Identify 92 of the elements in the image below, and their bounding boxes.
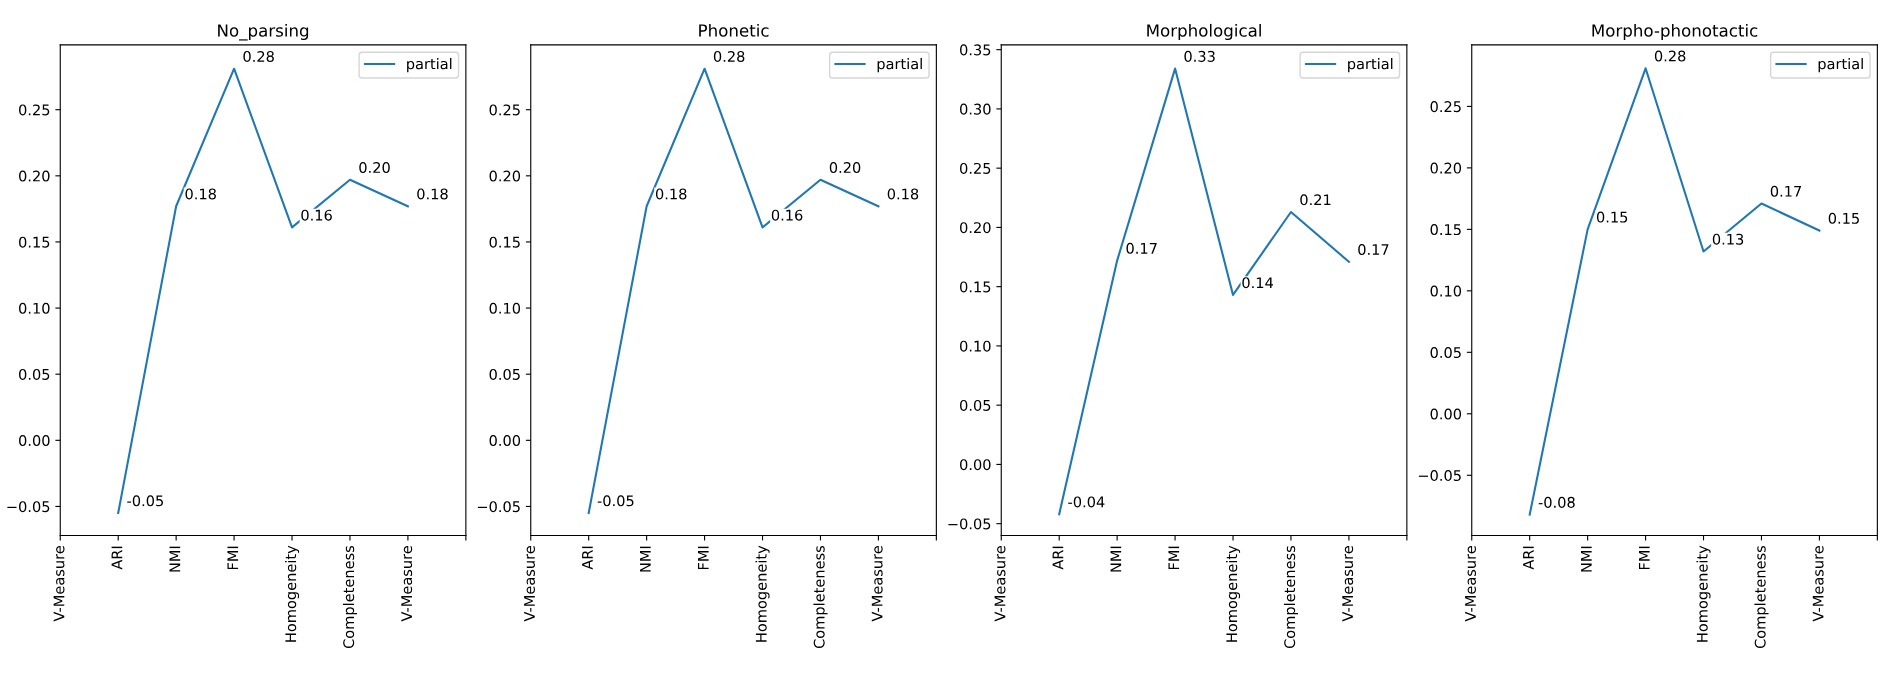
y-tick-label: 0.30	[960, 103, 991, 115]
y-tick-label: 0.05	[1430, 347, 1461, 359]
data-label: 0.28	[243, 50, 274, 62]
x-tick-label: NMI	[1110, 546, 1122, 572]
y-tick-label: 0.10	[19, 302, 50, 314]
chart-title: Phonetic	[699, 23, 769, 37]
x-tick-label: NMI	[169, 546, 181, 572]
y-tick-label: 0.35	[960, 44, 991, 56]
y-tick-label: 0.00	[960, 459, 991, 471]
y-tick-label: 0.25	[1430, 101, 1461, 113]
y-tick-label: 0.00	[19, 435, 50, 447]
data-label: 0.13	[1712, 233, 1744, 245]
y-tick-label: 0.25	[19, 104, 50, 116]
y-tick-label: 0.15	[1430, 224, 1461, 236]
y-tick-label: −0.05	[948, 518, 991, 530]
y-tick-label: 0.20	[1430, 162, 1462, 174]
data-label: -0.05	[127, 495, 163, 507]
y-tick-label: 0.20	[489, 170, 521, 182]
chart-title: Morphological	[1147, 23, 1261, 41]
x-tick-label: Completeness	[342, 545, 358, 649]
y-tick-label: 0.10	[960, 340, 991, 352]
data-label: 0.16	[301, 209, 332, 221]
line-series	[117, 67, 409, 515]
y-tick-label: 0.05	[19, 368, 50, 380]
x-tick-label: Completeness	[1754, 545, 1769, 649]
x-tick-label: FMI	[1638, 546, 1650, 570]
y-tick-label: 0.10	[1430, 285, 1462, 297]
x-tick-label: V-Measure	[401, 546, 413, 622]
x-tick-label: V-Measure	[1342, 546, 1354, 622]
data-label: -0.08	[1538, 496, 1575, 508]
y-tick-label: 0.15	[960, 281, 991, 293]
y-tick-label: 0.00	[1430, 408, 1462, 420]
x-tick-label: V-Measure	[53, 546, 65, 622]
data-label: 0.15	[1596, 211, 1628, 223]
x-tick-label: NMI	[1581, 546, 1592, 572]
y-tick-label: −0.05	[7, 501, 50, 513]
data-label: 0.21	[1300, 194, 1331, 206]
x-tick-label: Homogeneity	[1225, 545, 1241, 642]
y-tick-label: −0.05	[1418, 469, 1461, 482]
y-tick-label: −0.05	[477, 501, 520, 513]
y-tick-label: 0.25	[489, 104, 520, 116]
x-tick-label: V-Measure	[1812, 546, 1824, 622]
x-tick-label: ARI	[1523, 546, 1534, 570]
data-label: 0.20	[829, 162, 861, 174]
data-label: 0.18	[417, 188, 448, 200]
x-tick-label: Homogeneity	[755, 545, 770, 642]
x-tick-label: V-Measure	[994, 546, 1006, 622]
data-label: -0.04	[1068, 496, 1105, 508]
legend-label: partial	[1818, 58, 1863, 73]
data-label: 0.18	[887, 188, 919, 200]
x-tick-label: FMI	[227, 546, 239, 570]
data-label: 0.28	[1654, 50, 1686, 62]
data-label: 0.16	[771, 209, 803, 221]
data-label: 0.18	[655, 188, 687, 200]
chart-title: Morpho-phonotactic	[1592, 23, 1758, 41]
x-tick-label: ARI	[1052, 546, 1064, 570]
data-label: 0.17	[1770, 185, 1802, 197]
data-label: 0.18	[185, 188, 216, 200]
x-tick-label: FMI	[697, 546, 709, 570]
x-tick-label: Homogeneity	[1696, 545, 1711, 642]
data-label: 0.33	[1184, 50, 1215, 62]
data-label: 0.14	[1242, 277, 1274, 289]
y-tick-label: 0.05	[489, 368, 520, 380]
legend-label: partial	[407, 58, 452, 73]
x-tick-label: ARI	[111, 546, 123, 570]
y-tick-label: 0.25	[960, 162, 991, 174]
data-label: 0.20	[359, 162, 390, 174]
data-label: 0.15	[1828, 212, 1859, 224]
x-tick-label: V-Measure	[524, 546, 535, 622]
x-tick-label: Homogeneity	[284, 545, 300, 642]
data-label: 0.17	[1126, 242, 1157, 254]
data-label: 0.28	[713, 50, 745, 62]
y-tick-label: 0.20	[19, 170, 50, 182]
line-series	[1058, 67, 1350, 516]
y-tick-label: 0.20	[960, 222, 991, 234]
y-tick-label: 0.10	[489, 302, 521, 314]
y-tick-label: 0.00	[489, 435, 521, 447]
y-tick-label: 0.15	[19, 236, 50, 248]
x-tick-label: NMI	[640, 546, 651, 572]
x-tick-label: V-Measure	[1465, 546, 1476, 622]
data-label: -0.05	[597, 495, 634, 507]
data-label: 0.17	[1358, 244, 1389, 256]
x-tick-label: ARI	[582, 546, 593, 570]
x-tick-label: V-Measure	[871, 546, 883, 622]
y-tick-label: 0.05	[960, 399, 991, 411]
y-tick-label: 0.15	[489, 236, 520, 248]
chart-title: No_parsing	[218, 23, 309, 41]
legend-label: partial	[877, 58, 922, 73]
legend-label: partial	[1348, 58, 1393, 73]
x-tick-label: Completeness	[813, 545, 828, 649]
x-tick-label: Completeness	[1283, 545, 1299, 649]
x-tick-label: FMI	[1168, 546, 1180, 570]
